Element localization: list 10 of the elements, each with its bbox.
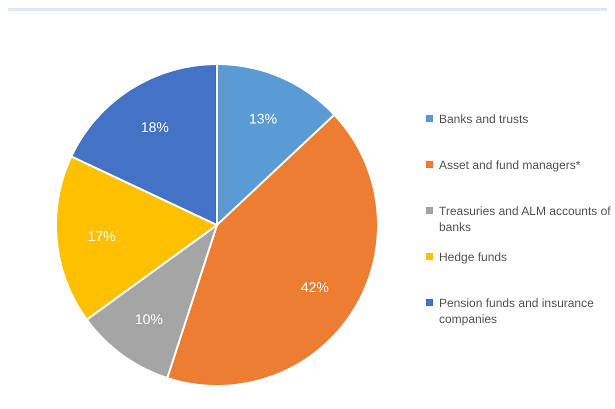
legend-label: Treasuries and ALM accounts of banks [439,203,611,235]
legend-label: Banks and trusts [439,111,528,127]
data-label: 18% [140,119,169,136]
data-label: 17% [88,228,116,244]
legend-label: Pension funds and insurance companies [439,295,595,327]
data-label: 42% [300,279,329,296]
legend-label: Hedge funds [439,249,508,265]
data-label: 10% [134,310,163,327]
data-label: 13% [249,110,278,127]
legend-label: Asset and fund managers* [439,157,580,173]
